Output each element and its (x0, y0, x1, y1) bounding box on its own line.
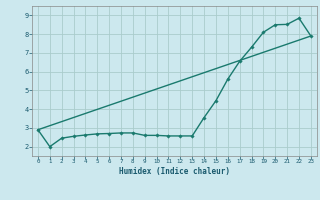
X-axis label: Humidex (Indice chaleur): Humidex (Indice chaleur) (119, 167, 230, 176)
